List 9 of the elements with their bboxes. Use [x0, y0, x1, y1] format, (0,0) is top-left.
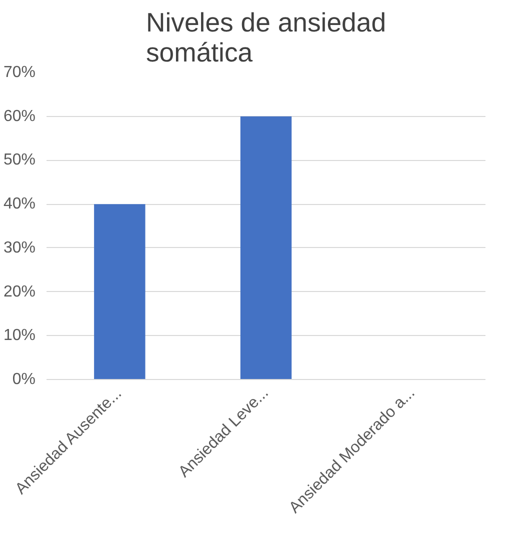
y-tick-label: 30%	[3, 239, 36, 256]
y-tick-label: 40%	[3, 196, 36, 213]
y-tick-label: 20%	[3, 283, 36, 300]
chart-title: Niveles de ansiedad somática	[146, 8, 386, 68]
y-tick-label: 0%	[12, 371, 36, 388]
y-tick-label: 50%	[3, 152, 36, 169]
y-tick-label: 70%	[3, 64, 36, 81]
y-tick-label: 10%	[3, 327, 36, 344]
y-tick-label: 60%	[3, 108, 36, 125]
